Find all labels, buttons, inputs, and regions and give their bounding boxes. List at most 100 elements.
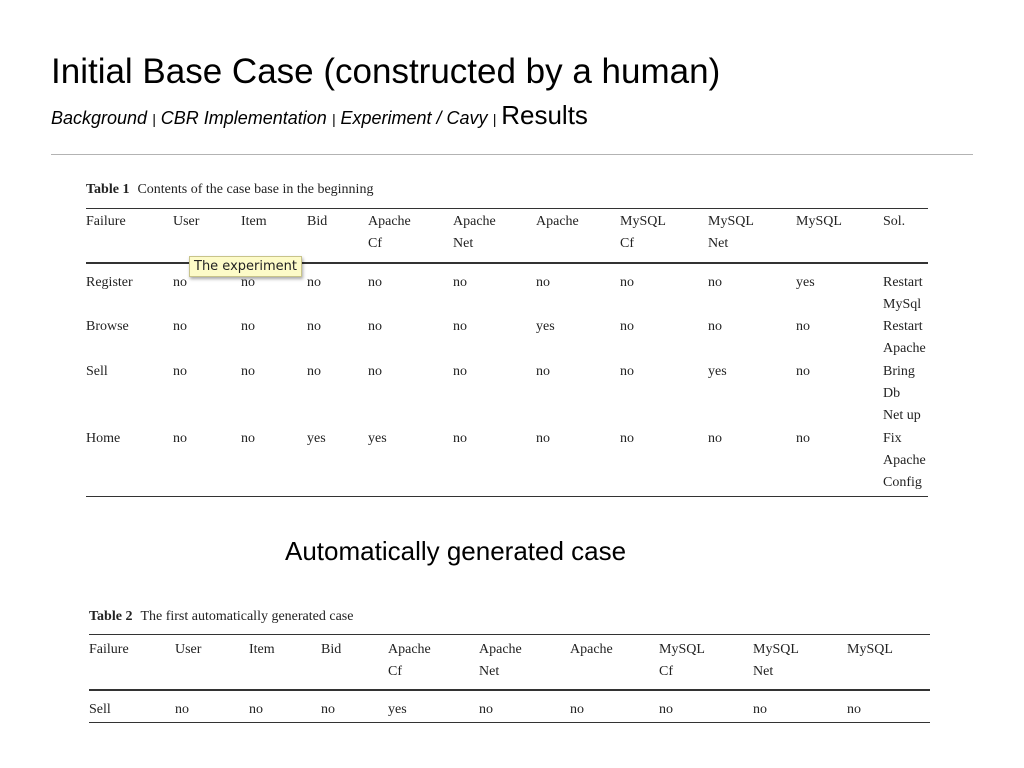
table-cell: no — [536, 428, 550, 450]
column-header: Item — [241, 211, 267, 233]
nav-experiment-cavy: Experiment / Cavy — [340, 108, 488, 128]
breadcrumb-nav: Background | CBR Implementation | Experi… — [51, 100, 588, 131]
experiment-tooltip: The experiment — [189, 256, 302, 277]
table-cell-line: Restart — [883, 319, 923, 334]
column-header-line: Cf — [388, 664, 402, 679]
table-cell-line: no — [453, 275, 467, 290]
table-cell-line: Db — [883, 386, 901, 401]
table-cell: no — [536, 272, 550, 294]
column-header: User — [173, 211, 199, 233]
table-1-caption-text: Contents of the case base in the beginni… — [137, 182, 374, 197]
table-cell-line: no — [536, 275, 550, 290]
row-label-line: Browse — [86, 319, 129, 334]
column-header: Apache — [570, 639, 613, 661]
row-label: Register — [86, 272, 133, 294]
row-label-line: Register — [86, 275, 133, 290]
table-cell: no — [708, 428, 722, 450]
table-cell: no — [453, 316, 467, 338]
table-cell-line: no — [368, 319, 382, 334]
column-header: Sol. — [883, 211, 905, 233]
table-cell: yes — [388, 699, 407, 721]
table-cell: no — [173, 361, 187, 383]
table-cell-line: no — [753, 702, 767, 717]
table-cell: Restart Apache — [883, 316, 926, 360]
column-header-line: Net — [753, 664, 774, 679]
table-cell: Fix Apache Config — [883, 428, 926, 494]
column-header-line: Bid — [307, 214, 328, 229]
table-cell: no — [175, 699, 189, 721]
column-header-line: MySQL — [847, 642, 893, 657]
title-divider — [51, 154, 973, 155]
column-header-line: Failure — [89, 642, 129, 657]
table-cell: yes — [796, 272, 815, 294]
subheading: Automatically generated case — [285, 536, 627, 566]
table-cell: no — [708, 316, 722, 338]
table-cell-line: no — [479, 702, 493, 717]
table-cell: no — [453, 428, 467, 450]
table-cell: no — [796, 428, 810, 450]
column-header-line: Cf — [620, 236, 634, 251]
column-header: Bid — [307, 211, 327, 233]
table-cell-line: no — [570, 702, 584, 717]
table-2-top-rule — [89, 634, 930, 635]
row-label: Sell — [86, 361, 108, 383]
table-cell: no — [173, 272, 187, 294]
table-cell: no — [536, 361, 550, 383]
column-header-line: Item — [249, 642, 275, 657]
table-cell-line: MySql — [883, 297, 922, 312]
table-cell: no — [796, 316, 810, 338]
table-cell-line: no — [173, 364, 187, 379]
table-1-caption: Table 1 Contents of the case base in the … — [86, 182, 373, 198]
table-1-header-rule — [86, 262, 928, 264]
table-cell-line: no — [708, 431, 722, 446]
table-cell-line: no — [368, 275, 382, 290]
table-cell-line: yes — [536, 319, 555, 334]
table-cell-line: no — [173, 431, 187, 446]
table-cell: no — [659, 699, 673, 721]
table-cell-line: no — [175, 702, 189, 717]
row-label: Sell — [89, 699, 111, 721]
column-header-line: Cf — [659, 664, 673, 679]
table-2: Table 2 The first automatically generated… — [89, 603, 930, 727]
nav-results: Results — [501, 100, 588, 130]
table-cell: no — [368, 316, 382, 338]
table-cell: yes — [536, 316, 555, 338]
table-1-bottom-rule — [86, 496, 928, 497]
table-cell-line: no — [796, 364, 810, 379]
column-header-line: Apache — [570, 642, 613, 657]
table-cell: no — [241, 361, 255, 383]
table-2-bottom-rule — [89, 722, 930, 723]
table-cell-line: no — [307, 319, 321, 334]
table-cell-line: no — [620, 319, 634, 334]
table-cell-line: no — [453, 319, 467, 334]
table-cell-line: Apache — [883, 453, 926, 468]
column-header-line: Net — [479, 664, 500, 679]
table-cell-line: no — [536, 431, 550, 446]
table-cell-line: no — [368, 364, 382, 379]
table-cell: no — [620, 272, 634, 294]
column-header-line: Item — [241, 214, 267, 229]
column-header: Apache Net — [479, 639, 522, 683]
table-cell: no — [368, 272, 382, 294]
nav-separator: | — [492, 111, 497, 127]
table-cell-line: no — [321, 702, 335, 717]
column-header-line: MySQL — [753, 642, 799, 657]
table-cell-line: no — [307, 275, 321, 290]
column-header-line: User — [175, 642, 202, 657]
table-cell: Bring Db Net up — [883, 361, 921, 427]
table-cell-line: yes — [307, 431, 326, 446]
table-1: Table 1 Contents of the case base in the … — [86, 178, 928, 498]
table-cell: no — [241, 428, 255, 450]
table-cell: no — [620, 316, 634, 338]
column-header: User — [175, 639, 201, 661]
column-header-line: MySQL — [659, 642, 705, 657]
table-cell-line: yes — [368, 431, 387, 446]
slide-title: Initial Base Case (constructed by a huma… — [51, 52, 721, 91]
table-cell-line: no — [249, 702, 263, 717]
table-cell: yes — [307, 428, 326, 450]
table-cell-line: no — [173, 319, 187, 334]
column-header-line: MySQL — [796, 214, 842, 229]
row-label-line: Sell — [86, 364, 108, 379]
table-cell: no — [307, 272, 321, 294]
column-header: Bid — [321, 639, 341, 661]
